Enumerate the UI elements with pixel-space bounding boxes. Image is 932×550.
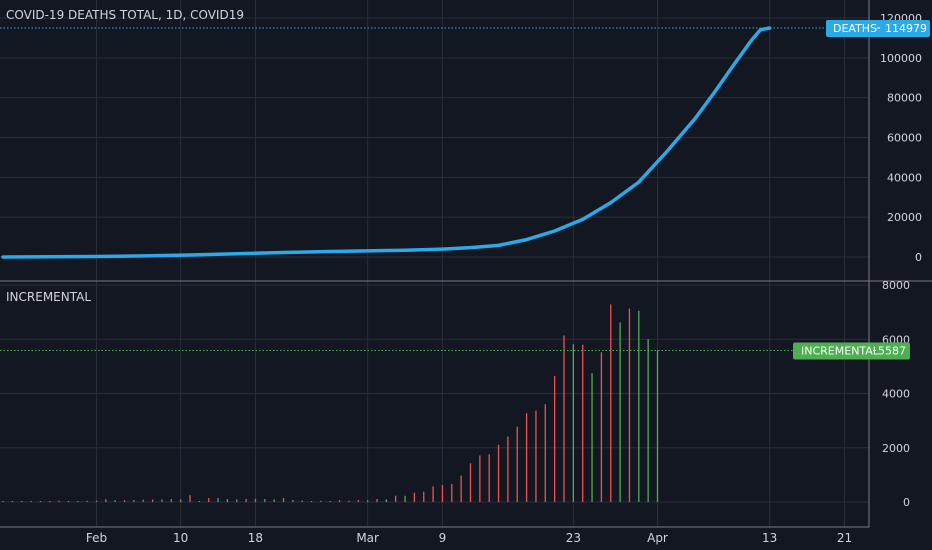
time-axis[interactable]: Feb 10 18 Mar 9 23 Apr 13 21 xyxy=(86,531,852,545)
deaths-y-tick-label: 0 xyxy=(915,251,922,264)
deaths-y-tick-label: 20000 xyxy=(887,211,922,224)
x-tick-label: Apr xyxy=(647,531,668,545)
deaths-badge-value: 114979 xyxy=(885,22,927,35)
incremental-pane-title: INCREMENTAL xyxy=(6,290,91,304)
x-tick-label: 21 xyxy=(837,531,852,545)
deaths-y-tick-label: 60000 xyxy=(887,132,922,145)
incremental-badge-name: INCREMENTAL xyxy=(801,344,880,357)
deaths-series-line[interactable] xyxy=(1,26,772,259)
x-tick-label: 13 xyxy=(762,531,777,545)
deaths-chart-title: COVID-19 DEATHS TOTAL, 1D, COVID19 xyxy=(6,8,244,22)
incremental-y-tick-label: 0 xyxy=(903,496,910,509)
incremental-y-tick-label: 4000 xyxy=(882,388,910,401)
x-tick-label: Mar xyxy=(356,531,379,545)
chart-grid xyxy=(0,0,932,528)
incremental-y-tick-label: 8000 xyxy=(882,279,910,292)
deaths-y-tick-label: 80000 xyxy=(887,92,922,105)
x-tick-label: Feb xyxy=(86,531,107,545)
incremental-badge-value: 5587 xyxy=(878,344,906,357)
chart-overlay: COVID-19 DEATHS TOTAL, 1D, COVID19 INCRE… xyxy=(6,8,244,304)
deaths-badge-name: DEATHS xyxy=(833,22,877,35)
x-tick-label: 9 xyxy=(439,531,447,545)
deaths-last-value-badge xyxy=(826,20,930,38)
x-tick-label: 18 xyxy=(248,531,263,545)
incremental-y-tick-label: 2000 xyxy=(882,442,910,455)
deaths-y-tick-label: 100000 xyxy=(880,52,922,65)
deaths-y-tick-label: 40000 xyxy=(887,171,922,184)
x-tick-label: 10 xyxy=(173,531,188,545)
incremental-last-value-badge xyxy=(793,342,910,360)
x-tick-label: 23 xyxy=(566,531,581,545)
